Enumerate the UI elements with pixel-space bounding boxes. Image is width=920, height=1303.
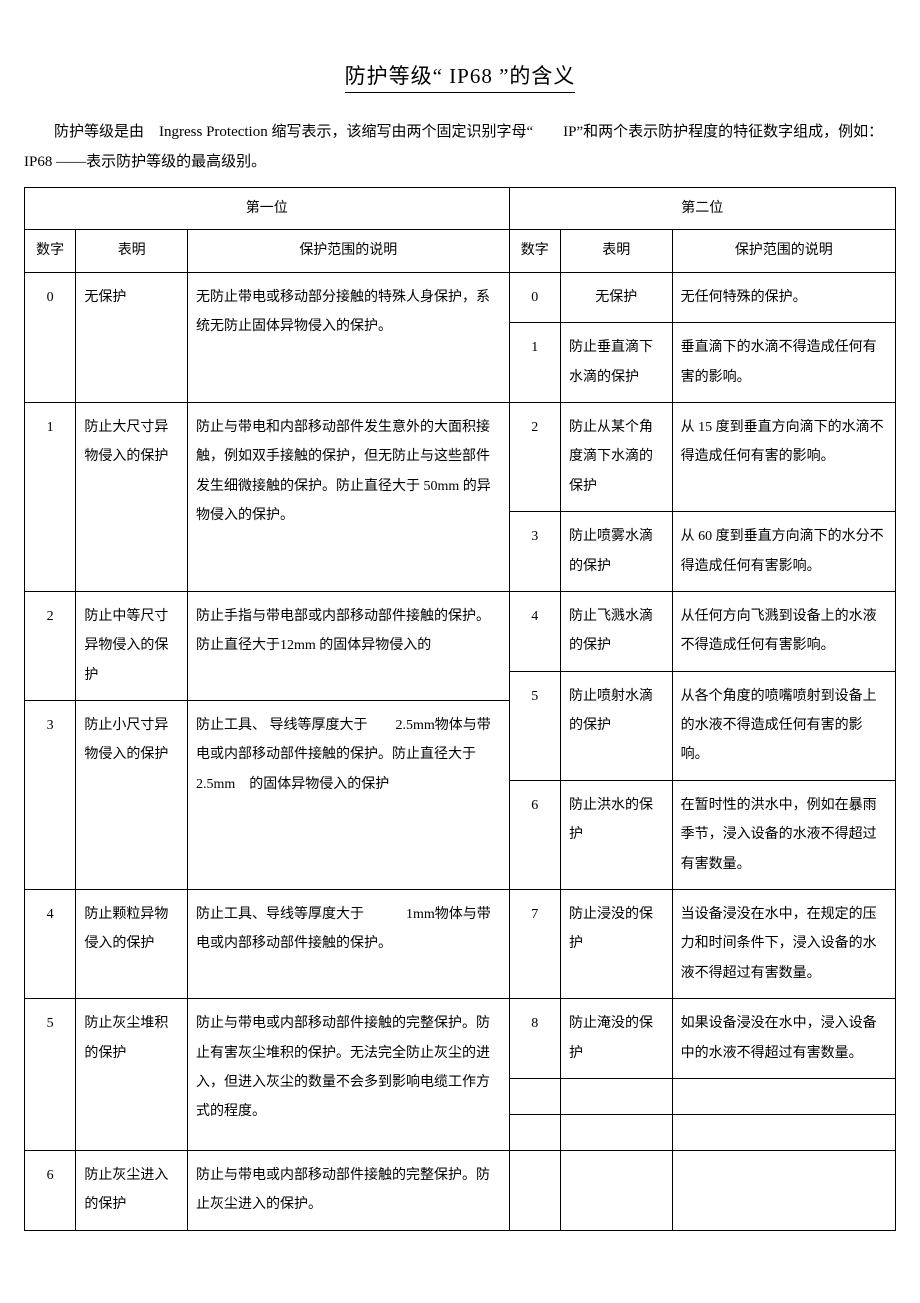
left-label: 防止小尺寸异物侵入的保护: [76, 701, 188, 890]
right-desc: 从 15 度到垂直方向滴下的水滴不得造成任何有害的影响。: [672, 402, 895, 511]
right-desc: 垂直滴下的水滴不得造成任何有害的影响。: [672, 323, 895, 403]
left-desc: 无防止带电或移动部分接触的特殊人身保护，系统无防止固体异物侵入的保护。: [188, 272, 510, 402]
right-label: 防止垂直滴下水滴的保护: [560, 323, 672, 403]
col-header-desc: 保护范围的说明: [672, 230, 895, 272]
right-num: 3: [509, 512, 560, 592]
right-num: 1: [509, 323, 560, 403]
right-label: 防止飞溅水滴的保护: [560, 591, 672, 671]
right-label: 防止淹没的保护: [560, 999, 672, 1079]
group-header-first: 第一位: [25, 188, 510, 230]
right-desc: 无任何特殊的保护。: [672, 272, 895, 322]
empty-cell: [672, 1114, 895, 1150]
right-label: 防止喷射水滴的保护: [560, 671, 672, 780]
left-desc: 防止手指与带电部或内部移动部件接触的保护。防止直径大于12mm 的固体异物侵入的: [188, 591, 510, 700]
page-title: 防护等级“ IP68 ”的含义: [24, 60, 896, 93]
right-label: 无保护: [560, 272, 672, 322]
col-header-num: 数字: [509, 230, 560, 272]
col-header-num: 数字: [25, 230, 76, 272]
right-desc: 在暂时性的洪水中，例如在暴雨季节，浸入设备的水液不得超过有害数量。: [672, 780, 895, 889]
empty-cell: [509, 1078, 560, 1114]
right-desc: 如果设备浸没在水中，浸入设备中的水液不得超过有害数量。: [672, 999, 895, 1079]
title-pre: 防护等级“: [345, 64, 443, 88]
left-desc: 防止工具、导线等厚度大于 1mm物体与带电或内部移动部件接触的保护。: [188, 890, 510, 999]
left-num: 2: [25, 591, 76, 700]
table-group-header-row: 第一位 第二位: [25, 188, 896, 230]
right-label: 防止从某个角度滴下水滴的保护: [560, 402, 672, 511]
table-column-header-row: 数字 表明 保护范围的说明 数字 表明 保护范围的说明: [25, 230, 896, 272]
ip-rating-table: 第一位 第二位 数字 表明 保护范围的说明 数字 表明 保护范围的说明 0 无保…: [24, 187, 896, 1231]
right-label: 防止洪水的保护: [560, 780, 672, 889]
left-desc: 防止与带电或内部移动部件接触的完整保护。防止灰尘进入的保护。: [188, 1150, 510, 1230]
left-label: 防止灰尘堆积的保护: [76, 999, 188, 1151]
title-code: IP68: [443, 64, 499, 88]
empty-cell: [560, 1114, 672, 1150]
left-num: 5: [25, 999, 76, 1151]
col-header-label: 表明: [560, 230, 672, 272]
empty-cell: [560, 1078, 672, 1114]
left-desc: 防止工具、 导线等厚度大于 2.5mm物体与带电或内部移动部件接触的保护。防止直…: [188, 701, 510, 890]
left-num: 3: [25, 701, 76, 890]
left-label: 防止颗粒异物侵入的保护: [76, 890, 188, 999]
empty-cell: [672, 1078, 895, 1114]
right-desc: 从任何方向飞溅到设备上的水液不得造成任何有害影响。: [672, 591, 895, 671]
left-num: 0: [25, 272, 76, 402]
right-num: 0: [509, 272, 560, 322]
group-header-second: 第二位: [509, 188, 895, 230]
right-label: 防止浸没的保护: [560, 890, 672, 999]
empty-cell: [509, 1150, 560, 1230]
left-num: 6: [25, 1150, 76, 1230]
col-header-desc: 保护范围的说明: [188, 230, 510, 272]
right-num: 4: [509, 591, 560, 671]
left-desc: 防止与带电和内部移动部件发生意外的大面积接触，例如双手接触的保护，但无防止与这些…: [188, 402, 510, 591]
right-num: 8: [509, 999, 560, 1079]
right-num: 2: [509, 402, 560, 511]
left-label: 防止大尺寸异物侵入的保护: [76, 402, 188, 591]
empty-cell: [672, 1150, 895, 1230]
right-num: 7: [509, 890, 560, 999]
left-num: 1: [25, 402, 76, 591]
left-label: 无保护: [76, 272, 188, 402]
col-header-label: 表明: [76, 230, 188, 272]
left-desc: 防止与带电或内部移动部件接触的完整保护。防止有害灰尘堆积的保护。无法完全防止灰尘…: [188, 999, 510, 1151]
intro-paragraph: 防护等级是由 Ingress Protection 缩写表示，该缩写由两个固定识…: [24, 117, 896, 177]
right-num: 5: [509, 671, 560, 780]
empty-cell: [509, 1114, 560, 1150]
left-label: 防止中等尺寸异物侵入的保护: [76, 591, 188, 700]
right-desc: 从各个角度的喷嘴喷射到设备上的水液不得造成任何有害的影响。: [672, 671, 895, 780]
right-desc: 当设备浸没在水中，在规定的压力和时间条件下，浸入设备的水液不得超过有害数量。: [672, 890, 895, 999]
right-desc: 从 60 度到垂直方向滴下的水分不得造成任何有害影响。: [672, 512, 895, 592]
left-num: 4: [25, 890, 76, 999]
empty-cell: [560, 1150, 672, 1230]
table-row: 0 无保护 无防止带电或移动部分接触的特殊人身保护，系统无防止固体异物侵入的保护…: [25, 272, 896, 322]
right-num: 6: [509, 780, 560, 889]
left-label: 防止灰尘进入的保护: [76, 1150, 188, 1230]
title-post: ”的含义: [499, 64, 575, 88]
right-label: 防止喷雾水滴的保护: [560, 512, 672, 592]
